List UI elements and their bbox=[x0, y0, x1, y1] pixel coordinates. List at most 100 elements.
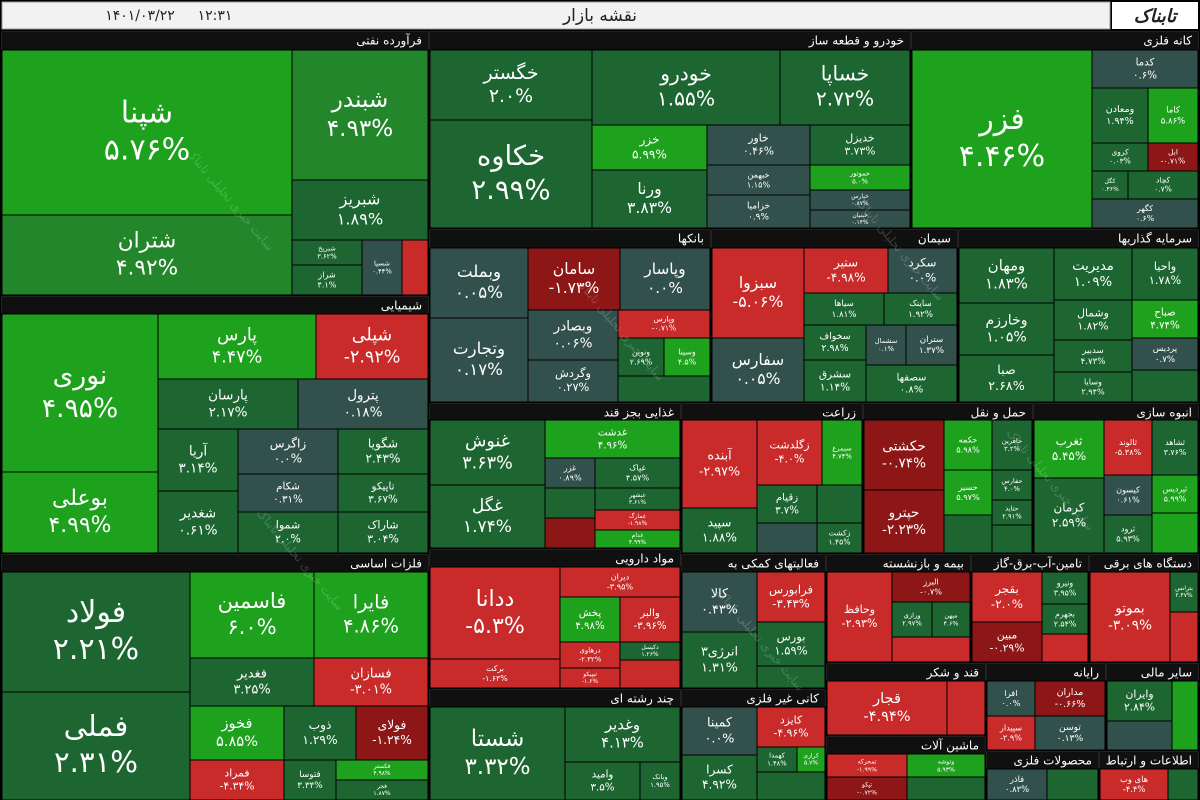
tile-label: برکت bbox=[486, 664, 504, 673]
tile-change: ۲.۳۱% bbox=[54, 745, 138, 779]
tile bbox=[681, 507, 758, 554]
tile bbox=[617, 309, 711, 339]
tile-filler bbox=[617, 375, 711, 403]
tile bbox=[991, 499, 1033, 526]
tile-label: تاپیکو bbox=[371, 481, 395, 493]
tile-change: ۰.۶۱% bbox=[1116, 495, 1140, 505]
tile-change: ۰.۱% bbox=[878, 345, 894, 353]
header-bar bbox=[1, 1, 1111, 30]
tile-label: خموتور bbox=[849, 169, 870, 177]
tile-label: حپترو bbox=[888, 505, 920, 521]
tile-label: شبندر bbox=[331, 87, 389, 113]
tile-change: ۳.۱۴% bbox=[178, 460, 217, 476]
sector-header bbox=[712, 230, 957, 247]
tile-change: ۵.۷۶% bbox=[104, 133, 190, 168]
tile-label: ونیرو bbox=[1056, 579, 1074, 588]
sector-name: کانی غیر فلزی bbox=[746, 692, 819, 707]
tile-label: افرا bbox=[1005, 688, 1018, 698]
tile bbox=[1053, 339, 1133, 373]
tile-change: -۵.۰۶% bbox=[733, 292, 784, 311]
tile-change: ۴.۹۸% bbox=[575, 621, 605, 632]
tile bbox=[681, 631, 758, 689]
tile bbox=[756, 484, 818, 524]
tile-change: -۰.۷۱% bbox=[652, 324, 676, 333]
tile-label: سخواف bbox=[819, 331, 850, 342]
tile-label: پارس bbox=[217, 326, 257, 346]
tile-label: سپید bbox=[708, 515, 732, 529]
tile-label: وامید bbox=[592, 769, 614, 781]
tile-change: ۰.۰% bbox=[647, 279, 683, 297]
tile-change: ۵.۰% bbox=[852, 178, 868, 186]
tile-label: شگویا bbox=[368, 436, 398, 451]
tile-label: وخارزم bbox=[986, 312, 1028, 328]
sector-name: کانه فلزی bbox=[1143, 34, 1192, 49]
sector-name: شیمیایی bbox=[381, 299, 422, 313]
tile bbox=[803, 247, 889, 294]
tile-label: کگل bbox=[1105, 177, 1116, 185]
sector-name: محصولات فلزی bbox=[1014, 754, 1092, 769]
sector-name: بانکها bbox=[678, 232, 704, 246]
tile-label: مدیریت bbox=[1072, 259, 1114, 274]
tile bbox=[1131, 247, 1199, 301]
tile-change: ۲.۲۱% bbox=[53, 632, 139, 667]
tile-label: دکیسل bbox=[641, 644, 659, 651]
tile-change: ۳.۶۷% bbox=[368, 493, 398, 505]
sector: قند و شکر قجار-۴.۹۴% bbox=[826, 663, 986, 736]
tile-label: فایرا bbox=[353, 590, 390, 613]
tile bbox=[958, 302, 1055, 356]
tile-label: شموا bbox=[276, 519, 300, 532]
tile-label: کمینا bbox=[707, 716, 733, 731]
tile bbox=[591, 49, 781, 126]
tile bbox=[756, 706, 826, 748]
tile-filler bbox=[816, 484, 863, 524]
tile-change: ۴.۹۵% bbox=[42, 393, 118, 424]
tile-change: -۲.۹۳% bbox=[842, 617, 878, 630]
tile bbox=[559, 667, 621, 689]
tile bbox=[1034, 715, 1106, 751]
tile bbox=[639, 761, 681, 800]
tile bbox=[756, 419, 823, 486]
sector-header bbox=[987, 664, 1105, 681]
tile bbox=[711, 247, 805, 339]
tile-change: ۳.۸۳% bbox=[627, 198, 672, 217]
sector: ماشین آلات تمحرکه-۱.۹۹% تپکو-۰.۷۲% وتوشه۵.۹… bbox=[826, 736, 986, 800]
tile-change: ۱.۹۵% bbox=[650, 781, 670, 789]
tile-change: ۱.۰۹% bbox=[1074, 275, 1112, 290]
tile-label: فاذر bbox=[1009, 774, 1024, 784]
tile-label: ثرود bbox=[1121, 523, 1135, 533]
sector-name: قند و شکر bbox=[926, 666, 979, 681]
tile-change: ۴.۹۹% bbox=[49, 513, 112, 538]
tile-label: صبا bbox=[997, 362, 1015, 377]
tile bbox=[361, 239, 403, 296]
tile-change: -۰.۲۹% bbox=[990, 642, 1025, 655]
tile-change: -۳.۹۶% bbox=[633, 621, 666, 632]
tile bbox=[1091, 198, 1199, 229]
tile bbox=[1091, 49, 1199, 89]
tile-change: ۵.۹۳% bbox=[937, 766, 955, 773]
tile-label: خزر bbox=[638, 132, 659, 147]
tile-label: فاسمین bbox=[218, 588, 287, 613]
tile-change: ۰.۱۷% bbox=[455, 360, 503, 379]
tile-label: وپاسار bbox=[643, 260, 685, 279]
tile bbox=[564, 706, 681, 763]
sector-name: بیمه و بازنشسته bbox=[883, 557, 964, 572]
tile-label: غدشت bbox=[598, 427, 628, 439]
tile-change: ۳.۰۴% bbox=[367, 532, 399, 545]
tile-label: زگلدشت bbox=[769, 439, 809, 452]
sector-name: زراعت bbox=[822, 406, 856, 421]
tile-change: ۴.۵% bbox=[678, 357, 696, 366]
tile-label: ستیر bbox=[833, 255, 858, 270]
tile bbox=[809, 209, 911, 229]
tile-label: دیران bbox=[611, 571, 630, 581]
tile-change: ۱.۰۵% bbox=[986, 330, 1026, 346]
tile-label: ذوب bbox=[309, 718, 332, 733]
tile bbox=[821, 419, 863, 486]
tile-change: ۲.۷۲% bbox=[816, 87, 874, 111]
tile-filler bbox=[1151, 512, 1199, 554]
tile bbox=[429, 247, 529, 319]
tile-change: ۰.۱۳% bbox=[1057, 733, 1084, 744]
